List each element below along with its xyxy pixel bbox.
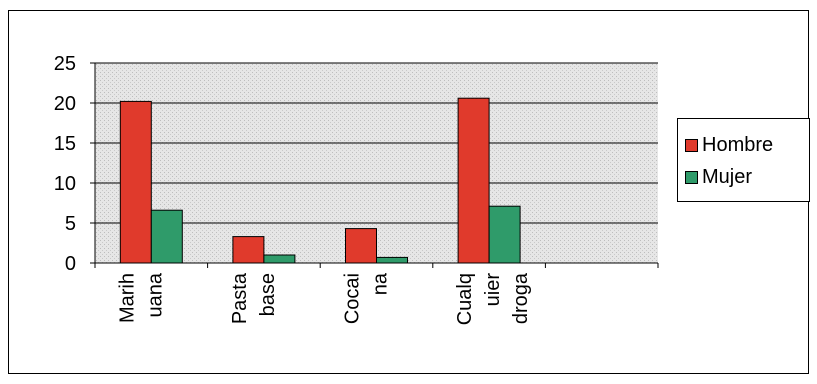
bar-mujer-3 [488,205,521,264]
bar-mujer-2 [376,256,408,264]
x-tick-label-1-0: Pasta [229,272,251,324]
x-tick-label-2-0: Cocai [342,273,364,324]
bar-mujer-0 [150,209,183,264]
y-tick-label-2: 10 [54,173,76,195]
x-tick-label-0-1: uana [144,272,166,317]
y-tick-label-0: 0 [65,253,76,275]
x-tick-label-3-1: uier [482,273,504,307]
x-tick-label-3-0: Cualq [454,273,476,325]
y-tick-label-1: 5 [65,213,76,235]
x-tick-label-0-0: Marih [116,273,138,323]
y-tick-label-4: 20 [54,93,76,115]
y-tick-label-5: 25 [54,53,76,75]
y-tick-label-3: 15 [54,133,76,155]
legend-label-mujer: Mujer [702,165,753,188]
x-tick-label-1-1: base [257,273,279,316]
bar-hombre-3 [457,97,490,264]
legend-item-mujer: Mujer [685,161,809,193]
bar-hombre-0 [119,100,152,264]
x-tick-label-2-1: na [370,272,392,295]
bar-mujer-1 [263,254,296,264]
x-tick-label-3-2: droga [510,272,532,324]
legend-label-hombre: Hombre [702,133,774,156]
legend-swatch-hombre [685,138,698,152]
bar-hombre-1 [232,236,265,264]
legend: Hombre Mujer [677,118,810,202]
bar-hombre-2 [345,228,377,264]
legend-swatch-mujer [685,170,698,184]
legend-item-hombre: Hombre [685,129,809,161]
